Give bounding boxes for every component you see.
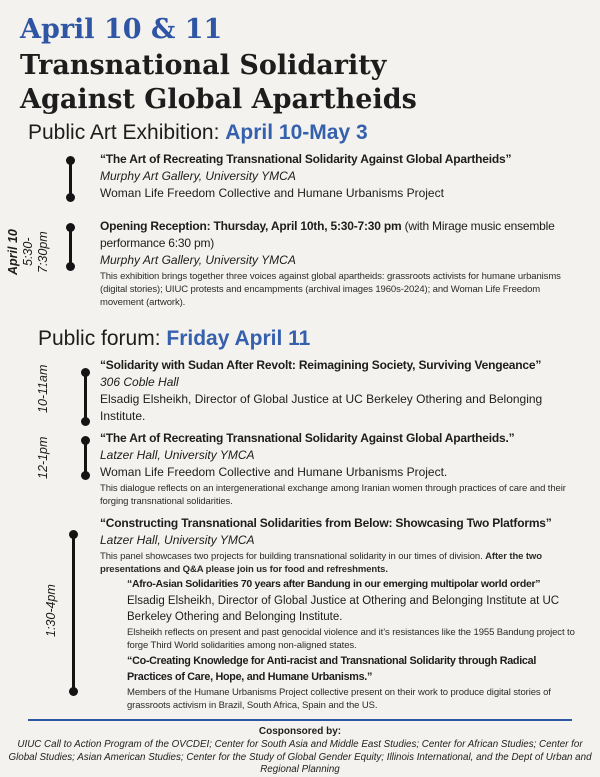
subsession1-description: Elsheikh reflects on present and past ge…: [127, 627, 575, 651]
reception-time-label: April 10 5:30- 7:30pm: [6, 212, 51, 292]
exhibition-heading: Public Art Exhibition: April 10-May 3: [28, 121, 368, 145]
exhibition-artwork-title: “The Art of Recreating Transnational Sol…: [100, 152, 512, 166]
session2-presenter: Woman Life Freedom Collective and Humane…: [100, 465, 448, 479]
session1-title: “Solidarity with Sudan After Revolt: Rei…: [100, 358, 542, 372]
subsession1-presenter: Elsadig Elsheikh, Director of Global Jus…: [127, 595, 560, 623]
session1-time: 10-11am: [36, 364, 50, 414]
exhibition-heading-prefix: Public Art Exhibition:: [28, 121, 226, 144]
forum-heading-prefix: Public forum:: [38, 327, 167, 350]
session3-description-regular: This panel showcases two projects for bu…: [100, 551, 486, 562]
timeline-marker-exhibition: [66, 156, 75, 202]
forum-session-1: “Solidarity with Sudan After Revolt: Rei…: [100, 357, 576, 424]
cosponsored-label: Cosponsored by:: [258, 726, 342, 737]
reception-time-range-end: 7:30pm: [36, 231, 50, 273]
cosponsors-line2: Asian American Studies; Center for the S…: [77, 751, 592, 776]
session2-description: This dialogue reflects on an intergenera…: [100, 482, 566, 507]
exhibition-heading-dates: April 10-May 3: [225, 121, 368, 144]
forum-heading: Public forum: Friday April 11: [38, 327, 310, 351]
session3-time: 1:30-4pm: [44, 584, 58, 638]
session2-venue: Latzer Hall, University YMCA: [100, 448, 255, 462]
reception-title: Opening Reception: Thursday, April 10th,…: [100, 218, 576, 252]
reception-time-date: April 10: [6, 229, 20, 275]
session3-title: “Constructing Transnational Solidarities…: [100, 516, 552, 530]
reception-title-regular: (with Mirage music ensemble performance …: [100, 219, 555, 250]
timeline-marker-session3: [69, 530, 78, 696]
session1-presenter: Elsadig Elsheikh, Director of Global Jus…: [100, 392, 543, 423]
exhibition-artwork-item: “The Art of Recreating Transnational Sol…: [100, 151, 576, 202]
session2-title: “The Art of Recreating Transnational Sol…: [100, 431, 515, 445]
footer-divider: [28, 719, 572, 721]
reception-item: Opening Reception: Thursday, April 10th,…: [100, 218, 576, 309]
cosponsors-line1: UIUC Call to Action Program of the OVCDE…: [8, 739, 583, 763]
forum-heading-dates: Friday April 11: [166, 327, 311, 350]
subsession-co-creating: “Co-Creating Knowledge for Anti-racist a…: [127, 653, 576, 712]
header-dates: April 10 & 11: [20, 14, 223, 45]
timeline-marker-session1: [81, 368, 90, 426]
reception-time-range-start: 5:30-: [21, 237, 35, 267]
exhibition-artwork-presenter: Woman Life Freedom Collective and Humane…: [100, 186, 444, 200]
session2-time: 12-1pm: [36, 436, 50, 480]
session3-venue: Latzer Hall, University YMCA: [100, 533, 255, 547]
cosponsors-list: UIUC Call to Action Program of the OVCDE…: [8, 739, 592, 777]
forum-session-2: “The Art of Recreating Transnational Sol…: [100, 430, 576, 508]
exhibition-artwork-venue: Murphy Art Gallery, University YMCA: [100, 169, 296, 183]
session1-time-label: 10-11am: [36, 362, 51, 416]
session2-time-label: 12-1pm: [36, 433, 51, 483]
timeline-marker-reception: [66, 223, 75, 271]
forum-session-3: “Constructing Transnational Solidarities…: [100, 515, 576, 576]
reception-venue: Murphy Art Gallery, University YMCA: [100, 253, 296, 267]
session3-description: This panel showcases two projects for bu…: [100, 550, 576, 576]
session1-venue: 306 Coble Hall: [100, 375, 179, 389]
subsession2-description: Members of the Humane Urbanisms Project …: [127, 687, 551, 711]
timeline-marker-session2: [81, 436, 90, 480]
reception-title-bold: Opening Reception: Thursday, April 10th,…: [100, 219, 402, 233]
session3-time-label: 1:30-4pm: [44, 568, 59, 654]
session3-description-bold: After the two presentations and Q&A plea…: [100, 551, 542, 575]
poster-title-line1: Transnational Solidarity: [20, 50, 387, 81]
subsession1-title: “Afro-Asian Solidarities 70 years after …: [127, 578, 541, 590]
poster-title-line2: Against Global Apartheids: [20, 84, 417, 115]
subsession2-title: “Co-Creating Knowledge for Anti-racist a…: [127, 655, 537, 683]
reception-description: This exhibition brings together three vo…: [100, 271, 561, 308]
subsession-afro-asian: “Afro-Asian Solidarities 70 years after …: [127, 576, 576, 652]
